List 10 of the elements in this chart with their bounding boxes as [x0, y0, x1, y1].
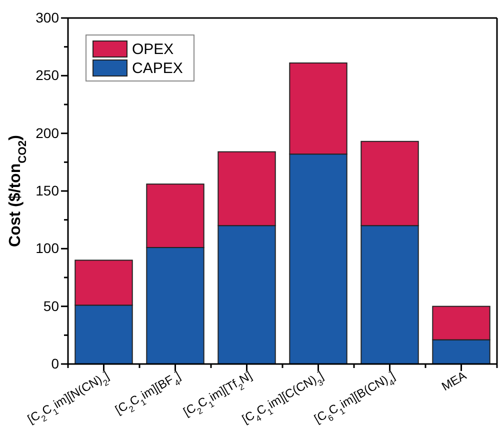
y-tick-label: 0 [51, 355, 60, 372]
y-tick-label: 100 [36, 240, 60, 256]
y-tick-label: 150 [36, 182, 60, 198]
legend-label: OPEX [132, 41, 174, 58]
y-tick-label: 300 [36, 9, 60, 26]
x-tick-label: MEA [439, 368, 469, 394]
y-tick-label: 250 [36, 67, 60, 84]
y-tick-label: 50 [43, 298, 60, 314]
y-tick-label: 200 [36, 124, 60, 141]
legend-label: CAPEX [132, 60, 183, 77]
